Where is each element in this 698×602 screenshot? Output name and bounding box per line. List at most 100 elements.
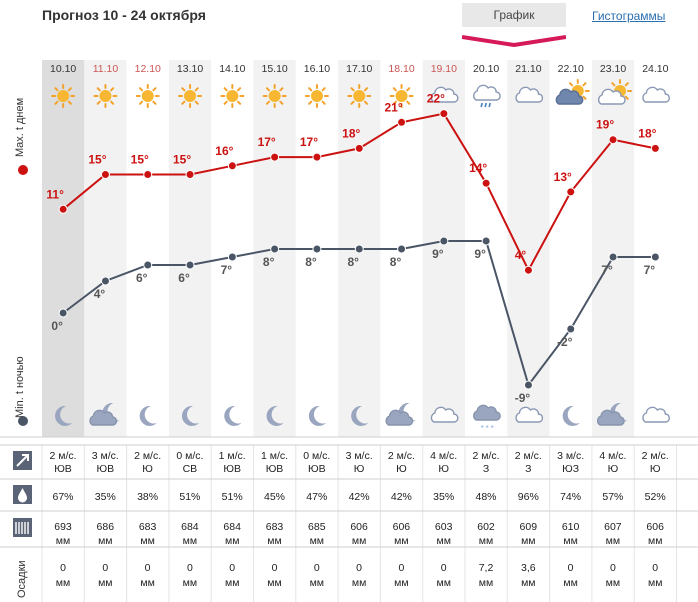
tab-histograms[interactable]: Гистограммы [592,9,666,23]
wind-direction-cell: Ю [353,463,365,475]
humidity-cell: 51% [179,491,201,503]
pressure-unit-cell: мм [647,535,663,547]
max-temp-point [354,143,364,153]
max-temp-value-label: 17° [258,135,276,149]
wind-direction-cell: З [482,463,490,475]
pressure-unit-cell: мм [98,535,113,547]
min-temp-point [312,244,322,254]
wind-direction-cell: Ю [649,463,661,475]
min-temp-point [650,252,660,262]
pressure-unit-cell: мм [351,535,367,547]
precip-unit-cell: мм [605,577,621,589]
date-label: 18.10 [388,63,414,75]
pressure-cell: 685 [308,521,326,533]
max-temp-value-label: 15° [131,153,149,167]
pressure-cell: 686 [96,521,115,533]
moon-icon [351,405,369,426]
precip-cell: 0 [313,562,320,574]
precip-unit-cell: мм [55,577,71,589]
max-temp-point [439,109,449,119]
date-label: 16.10 [304,63,330,75]
wind-direction-cell: Ю [607,463,619,475]
cloud-icon [515,406,544,423]
humidity-cell: 52% [644,491,666,503]
precip-cell: 0 [398,562,405,574]
max-legend-dot [18,165,28,175]
pressure-unit-cell: мм [55,535,71,547]
wind-speed-cell: 4 м/с. [430,450,458,462]
min-temp-value-label: -9° [515,391,531,405]
day-column [507,60,550,437]
precip-cell: 0 [229,562,236,574]
day-column [634,60,677,437]
pressure-cell: 693 [54,521,72,533]
precip-unit-cell: мм [98,577,113,589]
pressure-cell: 606 [392,521,411,533]
max-temp-point [100,170,110,179]
date-label: 22.10 [558,63,584,75]
max-temp-value-label: 11° [46,187,64,201]
tab-graph[interactable]: График [462,3,566,27]
moon-icon [562,405,580,426]
min-temp-value-label: -2° [557,335,573,349]
humidity-cell: 67% [52,491,74,503]
cloud-icon [430,86,459,103]
max-temp-value-label: 14° [469,161,487,175]
moon-icon [139,405,157,426]
date-label: 14.10 [219,63,245,75]
moon-icon [55,405,73,426]
day-column [422,60,465,437]
wind-speed-cell: 2 м/с. [641,450,669,462]
page-title: Прогноз 10 - 24 октября [42,7,206,23]
date-label: 20.10 [473,63,499,75]
day-column [126,60,169,437]
wind-speed-cell: 0 м/с. [176,450,204,462]
date-label: 24.10 [642,63,668,75]
wind-direction-cell: ЮВ [307,463,326,475]
pressure-unit-cell: мм [224,535,240,547]
max-temp-point [608,135,618,145]
min-temp-value-label: 6° [136,271,148,285]
max-temp-value-label: 18° [342,126,360,140]
precip-cell: 0 [567,562,574,574]
precip-unit-cell: мм [521,577,536,589]
sun-icon [262,84,287,108]
precip-cell: 3,6 [520,562,536,574]
precip-cell: 0 [60,562,66,574]
sun-icon [178,84,203,108]
wind-speed-cell: 1 м/с. [218,450,246,462]
day-column [591,60,635,437]
precip-unit-cell: мм [351,577,367,589]
min-temp-value-label: 0° [51,319,63,333]
svg-text:*: * [491,424,494,433]
pressure-unit-cell: мм [140,535,155,547]
max-temp-point [650,143,660,153]
pressure-cell: 610 [561,521,580,533]
max-temp-value-label: 16° [215,144,233,158]
precip-unit-cell: мм [394,577,409,589]
max-day-axis-label: Max. t днем [14,97,26,157]
wind-speed-cell: 2 м/с. [49,450,77,462]
day-column [465,60,508,437]
wind-direction-cell: ЮВ [96,463,115,475]
max-temp-value-label: 4° [515,248,527,262]
min-temp-value-label: 7° [644,263,656,277]
pressure-unit-cell: мм [182,535,198,547]
max-temp-value-label: 22° [427,92,445,106]
date-label: 23.10 [600,63,626,75]
pressure-unit-cell: мм [478,535,494,547]
precip-unit-cell: мм [563,577,578,589]
max-temp-value-label: 21° [384,100,402,114]
precip-unit-cell: мм [309,577,325,589]
humidity-cell: 96% [517,491,539,503]
pressure-cell: 603 [434,521,453,533]
pressure-cell: 684 [223,521,241,533]
humidity-cell: 42% [348,491,370,503]
svg-text:*: * [481,424,484,433]
humidity-drop-icon [13,485,32,504]
precip-cell: 7,2 [478,562,494,574]
precip-unit-cell: мм [436,577,451,589]
pressure-cell: 606 [350,521,368,533]
wind-speed-cell: 2 м/с. [387,450,415,462]
cloud-icon [515,86,544,103]
